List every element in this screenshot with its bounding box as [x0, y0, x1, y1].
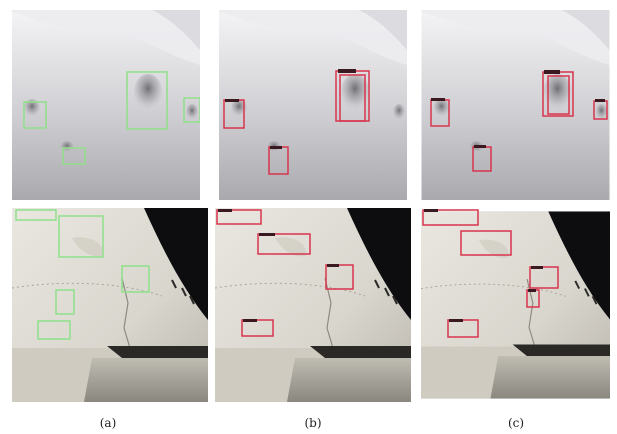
- depth-map-image: [12, 10, 200, 200]
- ground-truth-box: [37, 320, 71, 340]
- detection-label-tag: [595, 99, 605, 102]
- depth-panel-c: [421, 10, 610, 200]
- depth-panel-b: [215, 10, 411, 200]
- detection-box: [241, 319, 274, 337]
- detection-label-tag: [327, 264, 339, 267]
- aircraft-wing-image: [12, 208, 208, 402]
- caption-b: (b): [304, 416, 322, 430]
- detection-box: [325, 264, 354, 290]
- ground-truth-box: [23, 101, 47, 129]
- ground-truth-box: [121, 265, 150, 293]
- detection-box: [339, 74, 366, 122]
- ground-truth-box: [55, 289, 75, 315]
- ground-truth-box: [126, 71, 168, 130]
- ground-truth-box: [15, 209, 57, 221]
- wing-panel-a: [12, 208, 208, 402]
- detection-box: [460, 230, 512, 256]
- detection-label-tag: [424, 209, 438, 212]
- caption-c: (c): [507, 416, 525, 430]
- wing-panel-b: [215, 208, 411, 402]
- aircraft-wing-image: [215, 208, 411, 402]
- detection-label-tag: [531, 266, 543, 269]
- aircraft-wing-image: [421, 209, 610, 400]
- detection-label-tag: [449, 319, 463, 322]
- detection-label-tag: [544, 70, 560, 74]
- detection-label-tag: [270, 146, 282, 149]
- detection-box: [422, 209, 479, 226]
- detection-label-tag: [225, 99, 239, 102]
- ground-truth-box: [183, 97, 200, 123]
- depth-panel-a: [12, 10, 200, 200]
- ground-truth-box: [58, 215, 104, 258]
- detection-box: [257, 233, 311, 255]
- ground-truth-box: [62, 147, 86, 165]
- detection-label-tag: [338, 69, 356, 73]
- depth-map-image: [219, 10, 407, 200]
- wing-panel-c: [421, 208, 610, 402]
- detection-box: [529, 266, 559, 289]
- detection-label-tag: [474, 145, 486, 148]
- detection-label-tag: [528, 289, 536, 292]
- detection-label-tag: [259, 233, 275, 236]
- detection-label-tag: [218, 209, 232, 212]
- caption-a: (a): [99, 416, 117, 430]
- detection-label-tag: [431, 98, 445, 101]
- detection-box: [216, 209, 262, 225]
- depth-map-image: [421, 10, 610, 200]
- detection-label-tag: [243, 319, 257, 322]
- detection-box: [547, 75, 570, 115]
